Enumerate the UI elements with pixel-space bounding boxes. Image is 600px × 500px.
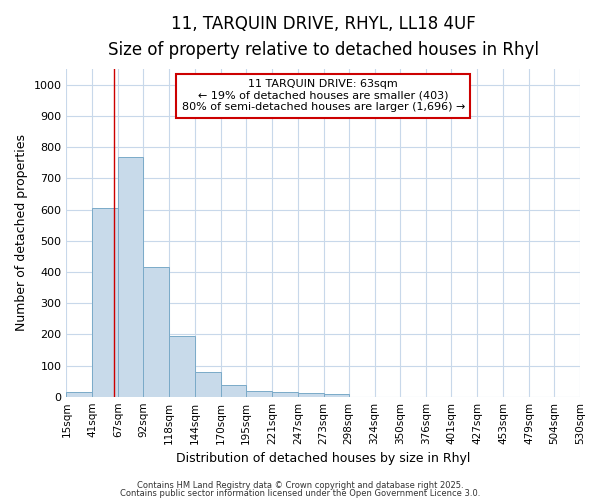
Text: 11 TARQUIN DRIVE: 63sqm
← 19% of detached houses are smaller (403)
80% of semi-d: 11 TARQUIN DRIVE: 63sqm ← 19% of detache… [182,79,465,112]
Y-axis label: Number of detached properties: Number of detached properties [15,134,28,332]
Bar [67,392,92,396]
Text: Contains public sector information licensed under the Open Government Licence 3.: Contains public sector information licen… [120,488,480,498]
Bar [272,392,298,396]
Text: Contains HM Land Registry data © Crown copyright and database right 2025.: Contains HM Land Registry data © Crown c… [137,481,463,490]
Bar [298,394,324,396]
Bar [221,385,246,396]
Bar [92,208,118,396]
X-axis label: Distribution of detached houses by size in Rhyl: Distribution of detached houses by size … [176,452,470,465]
Bar [195,372,221,396]
Title: 11, TARQUIN DRIVE, RHYL, LL18 4UF
Size of property relative to detached houses i: 11, TARQUIN DRIVE, RHYL, LL18 4UF Size o… [108,15,539,60]
Bar [118,156,143,396]
Bar [246,391,272,396]
Bar [324,394,349,396]
Bar [143,268,169,396]
Bar [169,336,195,396]
